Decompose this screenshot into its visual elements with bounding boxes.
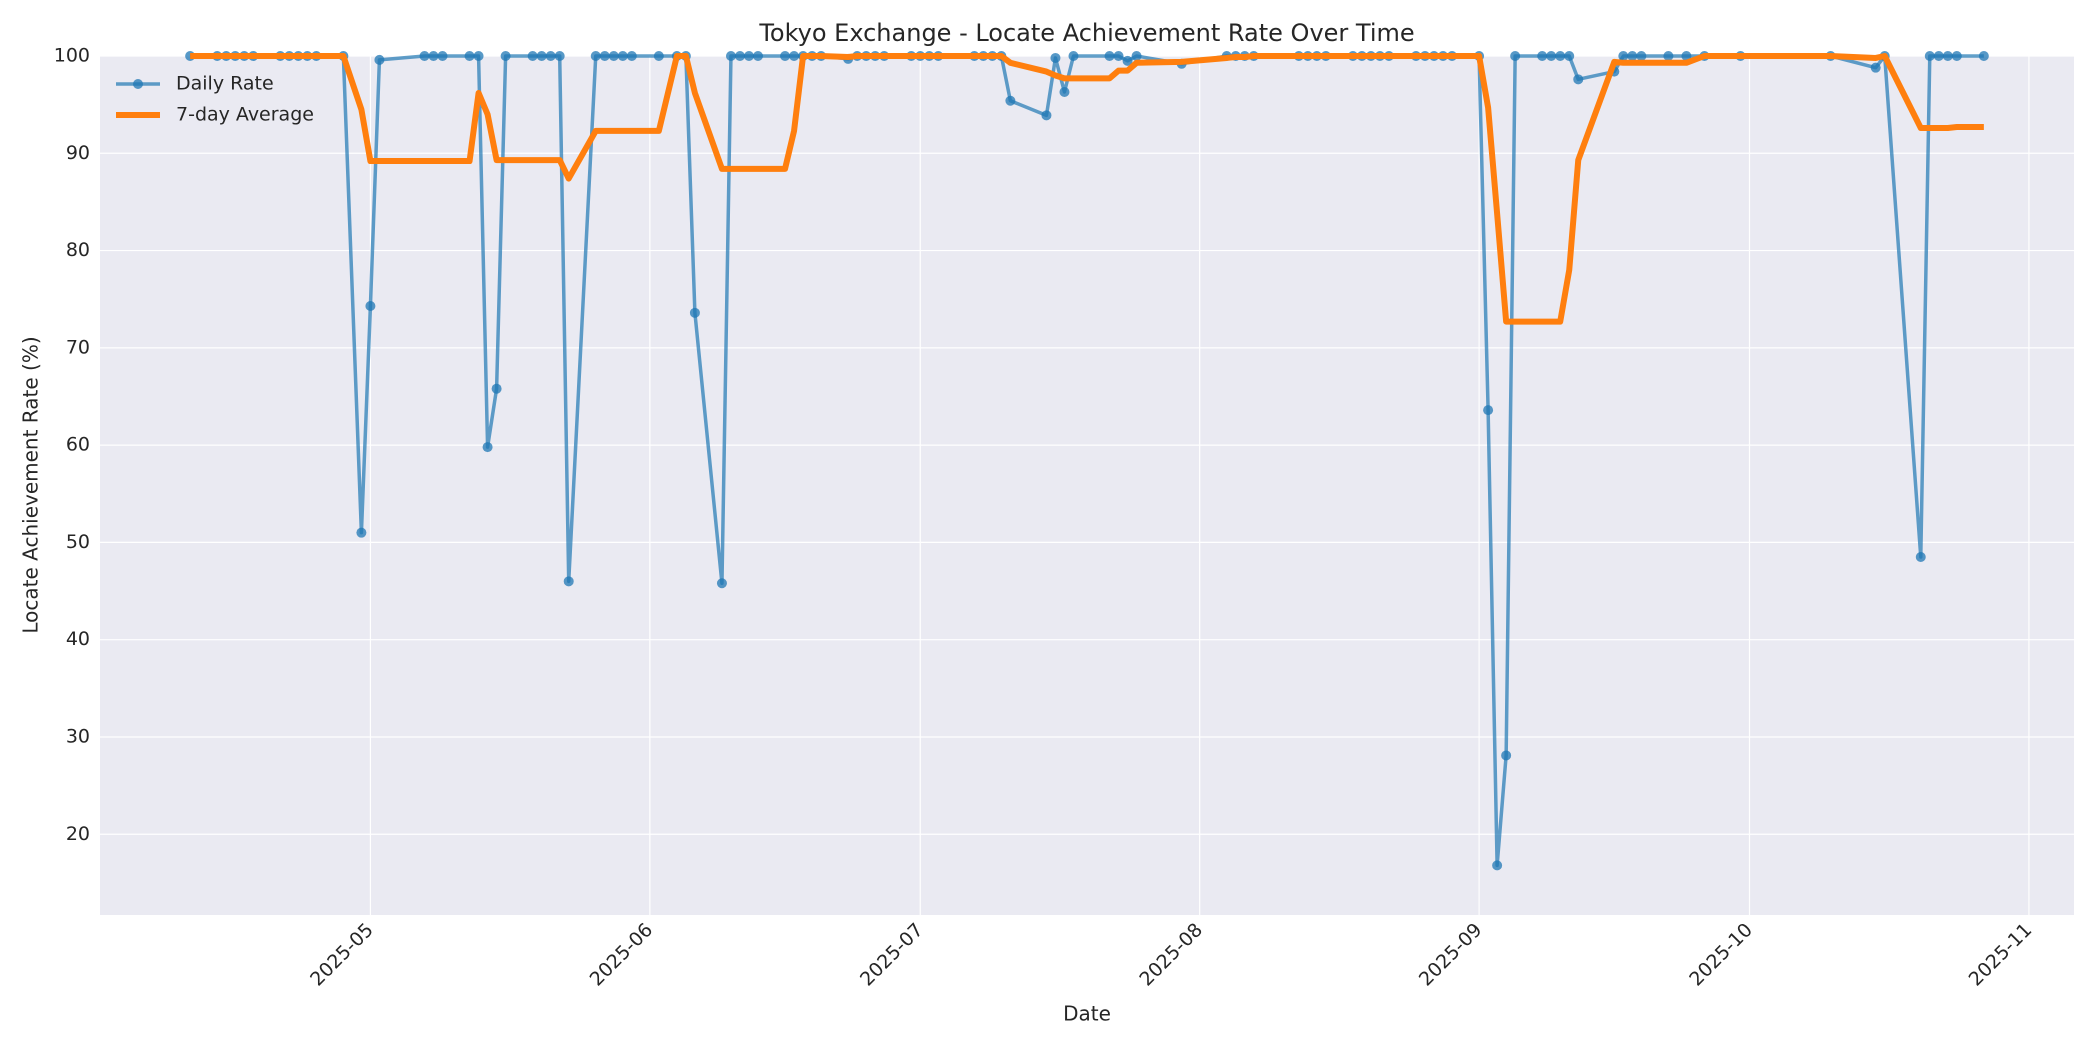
y-tick-label: 20 bbox=[66, 823, 90, 845]
y-tick-label: 80 bbox=[66, 239, 90, 261]
data-point bbox=[743, 51, 754, 61]
data-point bbox=[563, 576, 574, 587]
data-point bbox=[1537, 51, 1548, 61]
data-point bbox=[1915, 552, 1926, 563]
data-point bbox=[1618, 51, 1629, 61]
data-point bbox=[1510, 51, 1521, 61]
data-point bbox=[419, 51, 430, 61]
y-tick-label: 90 bbox=[66, 142, 90, 164]
y-tick-label: 70 bbox=[66, 336, 90, 358]
chart-title: Tokyo Exchange - Locate Achievement Rate… bbox=[758, 19, 1414, 47]
data-point bbox=[473, 51, 484, 61]
series bbox=[190, 53, 1984, 325]
data-point bbox=[527, 51, 538, 61]
x-tick-label: 2025-05 bbox=[306, 919, 378, 991]
data-point bbox=[1627, 51, 1638, 61]
data-point bbox=[1050, 52, 1061, 63]
x-tick-label: 2025-11 bbox=[1965, 919, 2037, 991]
data-point bbox=[1924, 51, 1935, 61]
data-point bbox=[1068, 51, 1079, 61]
data-point bbox=[1131, 51, 1142, 61]
data-point bbox=[626, 51, 637, 61]
data-point bbox=[716, 578, 727, 589]
data-point bbox=[482, 442, 493, 453]
x-tick-label: 2025-08 bbox=[1135, 919, 1207, 991]
data-point bbox=[789, 51, 800, 61]
x-axis-label: Date bbox=[1063, 1002, 1111, 1026]
series-line bbox=[190, 53, 1984, 325]
data-point bbox=[1933, 51, 1944, 61]
data-point bbox=[1483, 405, 1494, 416]
data-point bbox=[1636, 51, 1647, 61]
data-point bbox=[500, 51, 511, 61]
data-point bbox=[753, 51, 763, 61]
data-point bbox=[780, 51, 791, 61]
data-point bbox=[608, 51, 619, 61]
data-point bbox=[1564, 51, 1575, 61]
data-point bbox=[590, 51, 601, 61]
data-point bbox=[1951, 51, 1962, 61]
y-tick-label: 40 bbox=[66, 628, 90, 650]
data-point bbox=[545, 51, 556, 61]
data-point bbox=[464, 51, 475, 61]
data-point bbox=[1041, 110, 1052, 121]
legend-label: Daily Rate bbox=[176, 73, 274, 95]
y-tick-label: 50 bbox=[66, 531, 90, 553]
data-point bbox=[1059, 86, 1070, 97]
data-point bbox=[554, 51, 565, 61]
legend-label: 7-day Average bbox=[176, 104, 314, 126]
data-point bbox=[1104, 51, 1115, 61]
data-point bbox=[599, 51, 610, 61]
x-tick-label: 2025-09 bbox=[1415, 919, 1487, 991]
data-point bbox=[374, 54, 385, 65]
data-point bbox=[1501, 750, 1512, 761]
data-point bbox=[1573, 74, 1584, 85]
data-point bbox=[1113, 51, 1124, 61]
x-tick-label: 2025-07 bbox=[856, 919, 928, 991]
data-point bbox=[617, 51, 628, 61]
plot-area bbox=[100, 56, 2074, 915]
data-point bbox=[491, 383, 502, 394]
data-point bbox=[1546, 51, 1557, 61]
data-point bbox=[365, 301, 376, 312]
y-tick-label: 30 bbox=[66, 725, 90, 747]
data-point bbox=[437, 51, 448, 61]
x-tick-label: 2025-10 bbox=[1685, 919, 1757, 991]
data-point bbox=[1492, 860, 1503, 871]
data-point bbox=[653, 51, 664, 61]
data-point bbox=[1942, 51, 1953, 61]
data-point bbox=[1555, 51, 1566, 61]
y-tick-label: 60 bbox=[66, 434, 90, 456]
data-point bbox=[1681, 51, 1692, 61]
data-point bbox=[428, 51, 439, 61]
legend: Daily Rate 7-day Average bbox=[116, 73, 314, 126]
data-point bbox=[1005, 95, 1016, 106]
data-point bbox=[1870, 62, 1881, 73]
legend-marker bbox=[133, 79, 143, 89]
data-point bbox=[689, 307, 700, 318]
data-point bbox=[734, 51, 745, 61]
data-point bbox=[725, 51, 736, 61]
y-axis-label: Locate Achievement Rate (%) bbox=[19, 336, 43, 633]
data-point bbox=[356, 527, 367, 538]
data-point bbox=[1122, 55, 1133, 66]
y-tick-label: 100 bbox=[54, 45, 90, 67]
data-point bbox=[1978, 51, 1989, 61]
x-tick-label: 2025-06 bbox=[586, 919, 658, 991]
data-point bbox=[1663, 51, 1674, 61]
data-point bbox=[536, 51, 547, 61]
